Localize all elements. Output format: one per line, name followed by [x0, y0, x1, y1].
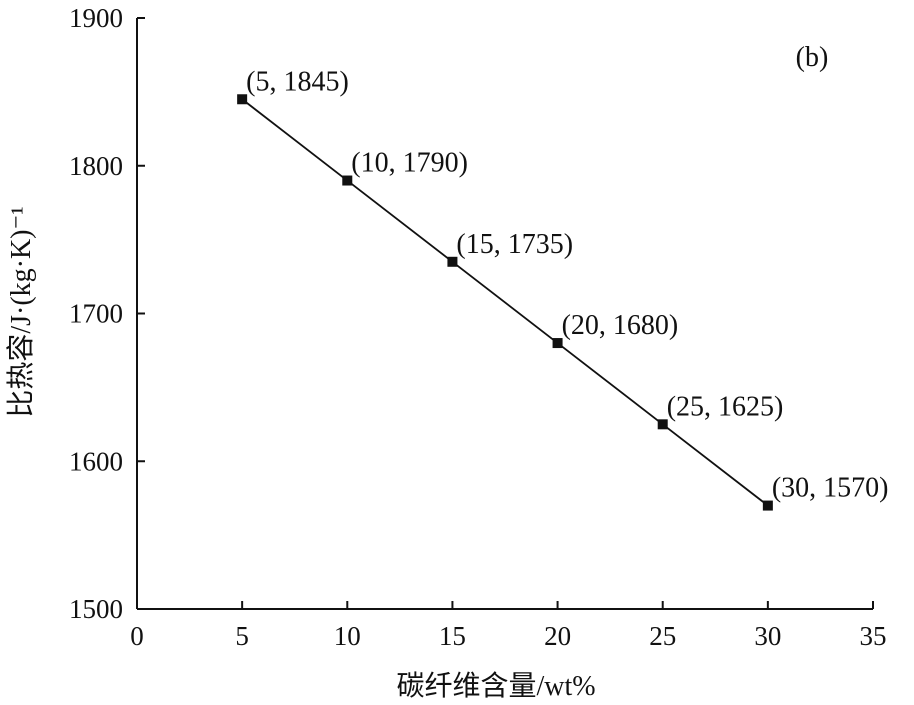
x-tick-label: 30	[754, 621, 781, 651]
ticks: 0 5 10 15 20 25 30 35 1500 1600 1700 1800 1900	[69, 3, 887, 651]
series-line	[241, 98, 769, 507]
x-tick-label: 25	[649, 621, 676, 651]
y-tick-label: 1600	[69, 446, 123, 476]
data-point-marker	[657, 419, 668, 430]
x-tick-label: 20	[544, 621, 571, 651]
data-point-label: (15, 1735)	[456, 229, 573, 260]
y-tick-label: 1800	[69, 151, 123, 181]
data-point-marker	[342, 175, 353, 186]
data-point-marker	[237, 94, 248, 105]
data-point-label: (30, 1570)	[772, 473, 889, 504]
data-point-marker	[447, 256, 458, 267]
data-point-label: (10, 1790)	[351, 148, 468, 179]
x-axis-title: 碳纤维含量/wt%	[396, 670, 595, 702]
data-point-label: (5, 1845)	[246, 66, 349, 97]
data-point-label: (20, 1680)	[562, 310, 679, 341]
x-tick-label: 15	[439, 621, 466, 651]
y-axis-title: 比热容/J·(kg·K)⁻¹	[5, 206, 37, 417]
data-point-label: (25, 1625)	[667, 391, 784, 422]
y-tick-label: 1900	[69, 3, 123, 33]
data-point-marker	[552, 338, 563, 349]
data-point-marker	[762, 500, 773, 511]
x-tick-label: 35	[860, 621, 887, 651]
axes	[136, 18, 873, 610]
y-tick-label: 1500	[69, 594, 123, 624]
x-tick-label: 0	[130, 621, 144, 651]
series: (5, 1845) (10, 1790) (15, 1735) (20, 1680) (…	[237, 66, 889, 511]
x-tick-label: 10	[334, 621, 361, 651]
panel-label: (b)	[796, 42, 829, 73]
x-tick-label: 5	[235, 621, 249, 651]
y-tick-label: 1700	[69, 299, 123, 329]
